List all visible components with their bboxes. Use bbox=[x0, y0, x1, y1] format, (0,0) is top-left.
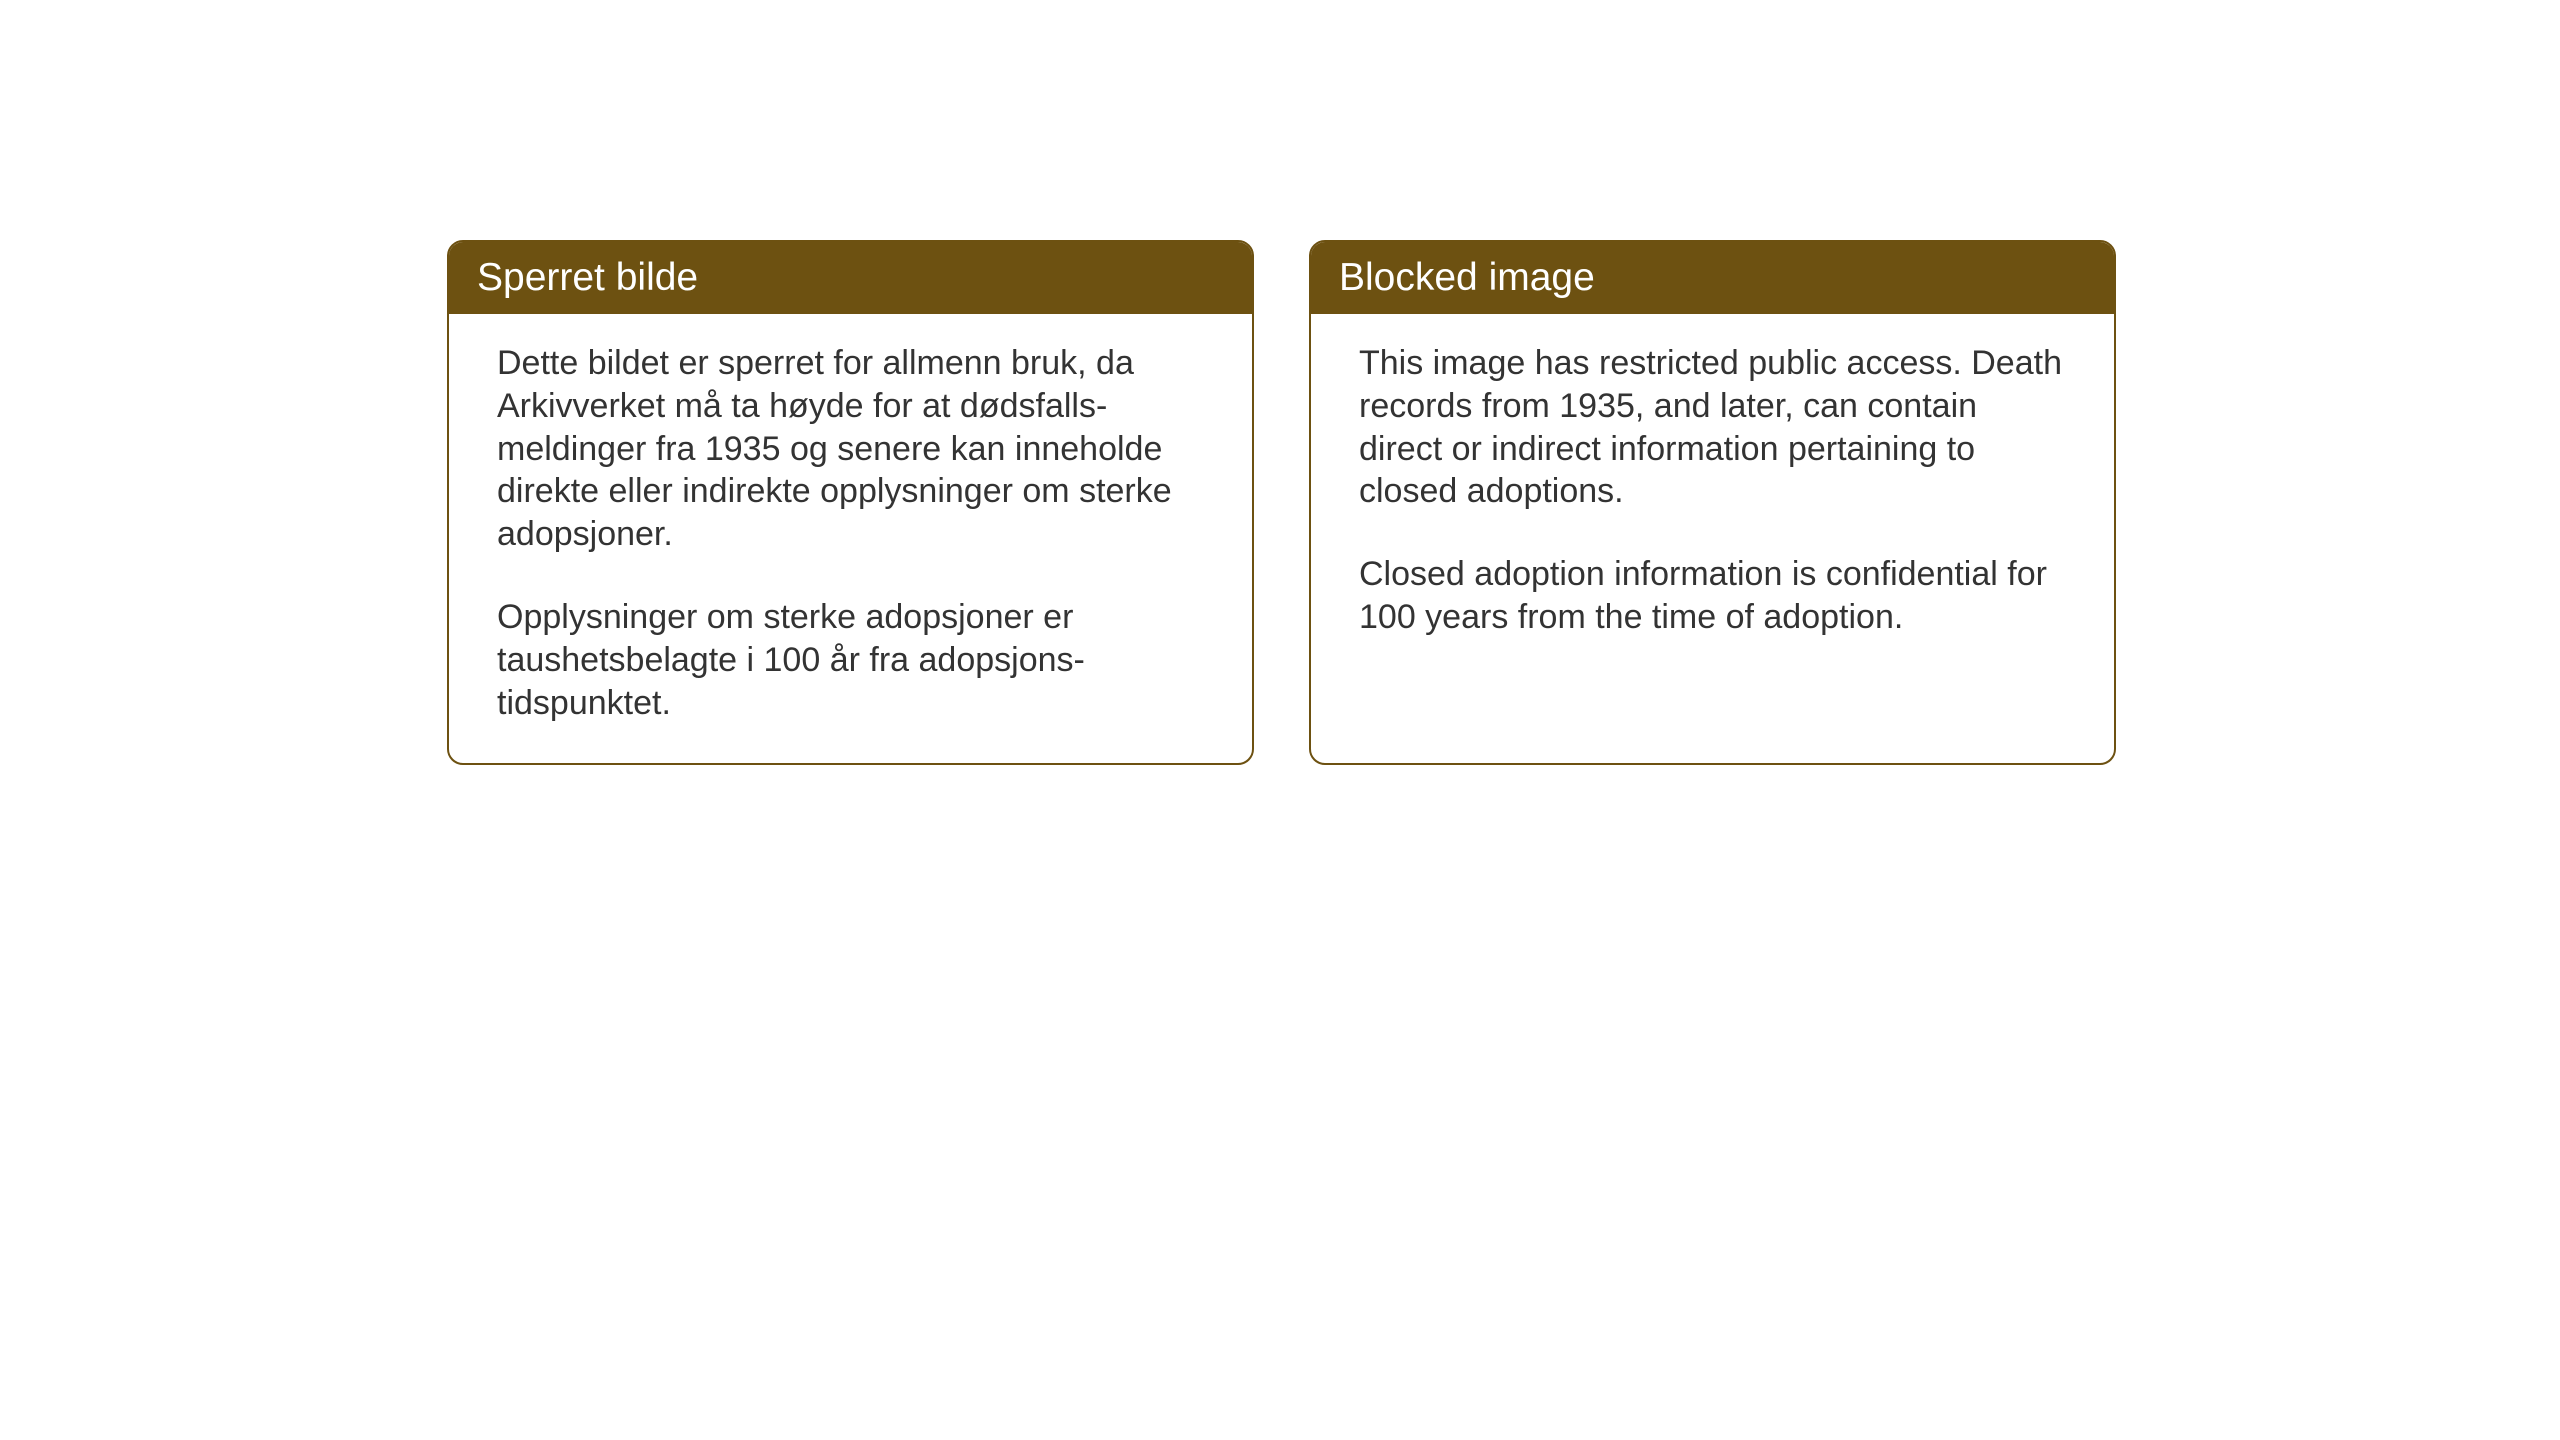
card-english-paragraph-2: Closed adoption information is confident… bbox=[1359, 553, 2066, 639]
card-norwegian-paragraph-2: Opplysninger om sterke adopsjoner er tau… bbox=[497, 596, 1204, 724]
cards-container: Sperret bilde Dette bildet er sperret fo… bbox=[447, 240, 2116, 765]
card-norwegian-body: Dette bildet er sperret for allmenn bruk… bbox=[449, 314, 1252, 763]
card-english-body: This image has restricted public access.… bbox=[1311, 314, 2114, 677]
card-norwegian-paragraph-1: Dette bildet er sperret for allmenn bruk… bbox=[497, 342, 1204, 556]
card-norwegian: Sperret bilde Dette bildet er sperret fo… bbox=[447, 240, 1254, 765]
card-english: Blocked image This image has restricted … bbox=[1309, 240, 2116, 765]
card-norwegian-title: Sperret bilde bbox=[477, 256, 698, 299]
card-english-title: Blocked image bbox=[1339, 256, 1595, 299]
card-norwegian-header: Sperret bilde bbox=[449, 242, 1252, 314]
card-english-paragraph-1: This image has restricted public access.… bbox=[1359, 342, 2066, 513]
card-english-header: Blocked image bbox=[1311, 242, 2114, 314]
